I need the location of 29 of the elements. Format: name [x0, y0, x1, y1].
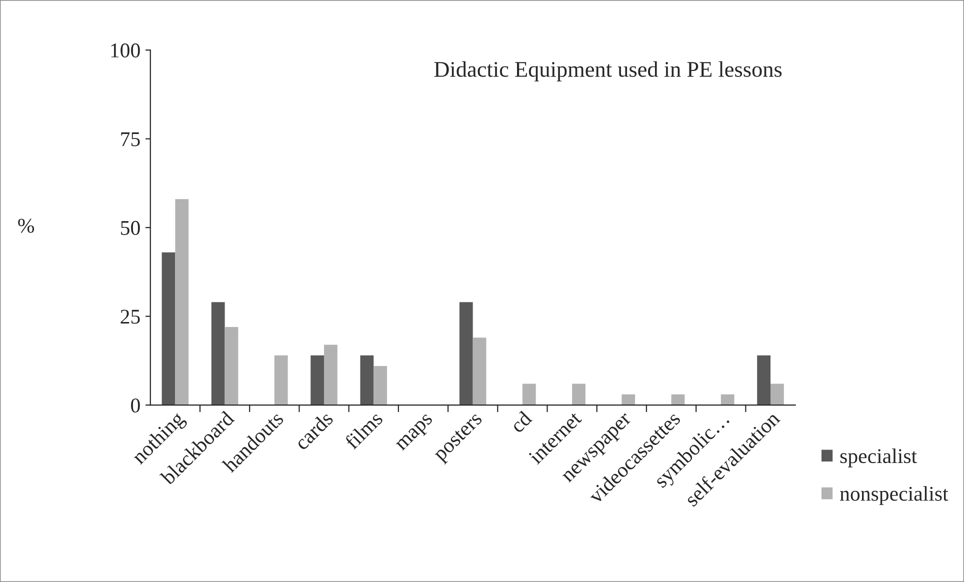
x-tick-label: cards [293, 410, 334, 451]
bar [360, 355, 374, 406]
bar [622, 394, 636, 406]
bar [211, 302, 225, 406]
bar [720, 394, 734, 406]
bar [572, 384, 586, 406]
bar [472, 338, 486, 406]
bar [310, 355, 324, 406]
legend-label: specialist [840, 448, 917, 468]
chart-title: Didactic Equipment used in PE lessons [434, 61, 782, 82]
bar [224, 326, 238, 406]
bar [671, 394, 685, 406]
bar [274, 355, 288, 406]
bar [770, 384, 784, 406]
bar [324, 344, 338, 406]
bar [175, 199, 189, 406]
bar [522, 384, 536, 406]
y-tick-label: 0 [131, 398, 140, 413]
legend-label: nonspecialist [840, 486, 948, 506]
bar [162, 252, 176, 406]
y-tick-label: 25 [120, 310, 140, 324]
y-tick-label: 100 [111, 43, 140, 58]
x-tick-label: films [344, 410, 384, 450]
y-tick-label: 75 [121, 132, 140, 146]
bar [459, 302, 473, 406]
y-tick-label: 50 [121, 220, 140, 235]
bar [757, 355, 770, 406]
y-axis-title: % [18, 218, 34, 233]
bar [374, 366, 388, 406]
